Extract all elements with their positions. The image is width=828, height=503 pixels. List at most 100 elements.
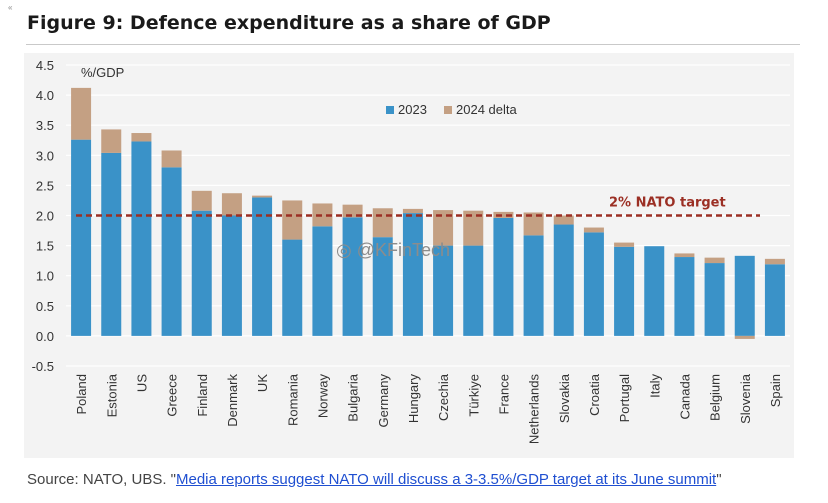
bar-2024-delta-1 [101,129,122,153]
bar-2023-3 [161,167,182,336]
bar-2023-14 [493,217,514,336]
x-category-label: Romania [285,373,300,426]
bar-2023-21 [704,263,725,336]
weibo-icon: ◎ [336,240,352,260]
bar-2023-8 [312,226,333,336]
bar-2023-17 [583,232,604,336]
bar-2024-delta-7 [282,200,303,240]
figure-title: Figure 9: Defence expenditure as a share… [27,12,551,34]
source-note: Source: NATO, UBS. "Media reports sugges… [27,471,722,488]
y-tick-label: 2.5 [36,178,54,193]
bar-2024-delta-11 [402,208,423,214]
bar-2024-delta-0 [71,87,92,140]
bar-2023-12 [433,245,454,336]
y-tick-label: -0.5 [32,359,54,374]
bar-2024-delta-3 [161,150,182,168]
watermark: ◎ @KFinTech [336,240,450,261]
x-category-label: US [134,374,149,392]
bar-2024-delta-10 [372,208,393,238]
bar-2023-18 [614,246,635,336]
bar-2024-delta-9 [342,204,363,218]
bar-2023-20 [674,257,695,336]
bar-2023-15 [523,235,544,336]
bar-2023-7 [282,239,303,336]
x-category-label: Finland [195,374,210,417]
y-tick-label: 0.0 [36,329,54,344]
x-category-label: Belgium [708,374,723,421]
bar-2024-delta-8 [312,203,333,227]
bar-2023-23 [764,264,785,336]
bar-2023-0 [71,139,92,336]
corner-mark: « [8,3,13,12]
x-category-label: Hungary [406,374,421,424]
bar-2024-delta-13 [463,210,484,246]
bar-2024-delta-14 [493,211,514,218]
x-category-label: Denmark [225,374,240,427]
x-category-label: Slovenia [738,373,753,424]
bar-2023-9 [342,217,363,336]
bar-2024-delta-4 [191,190,212,211]
source-suffix: " [716,471,722,488]
bar-2023-10 [372,237,393,336]
y-tick-label: 1.5 [36,239,54,254]
bar-2024-delta-17 [583,227,604,233]
legend-label-2023: 2023 [398,102,427,117]
x-category-label: Portugal [617,374,632,423]
bar-2024-delta-21 [704,257,725,264]
bar-2024-delta-15 [523,212,544,236]
y-tick-label: 3.0 [36,148,54,163]
bar-2024-delta-2 [131,133,152,142]
y-tick-label: 1.0 [36,269,54,284]
bar-2023-2 [131,141,152,336]
x-category-label: Netherlands [527,374,542,445]
x-category-label: Spain [768,374,783,407]
x-category-label: Canada [677,373,692,419]
bar-2023-13 [463,245,484,336]
x-category-label: Estonia [104,373,119,417]
bar-2023-22 [734,255,755,336]
title-divider [26,44,800,45]
legend-label-2024-delta: 2024 delta [456,102,517,117]
bar-2024-delta-6 [252,195,273,198]
y-tick-label: 4.0 [36,88,54,103]
legend-swatch-2023 [386,106,394,114]
bar-2023-19 [644,246,665,336]
x-category-label: Poland [74,374,89,414]
legend-swatch-2024-delta [444,106,452,114]
x-category-label: Norway [315,374,330,419]
x-category-label: Slovakia [557,373,572,423]
bar-2024-delta-18 [614,242,635,247]
bar-2024-delta-20 [674,253,695,258]
x-category-label: Italy [647,374,662,398]
bar-2023-1 [101,152,122,336]
target-line-label: 2% NATO target [609,196,726,211]
bar-2024-delta-12 [433,210,454,246]
x-category-label: Bulgaria [346,373,361,421]
x-category-label: Türkiye [466,374,481,417]
y-axis-label: %/GDP [81,65,124,80]
bar-2023-11 [402,213,423,336]
y-tick-label: 3.5 [36,118,54,133]
bar-chart: -0.5 0.0 0.5 1.0 1.5 2.0 2.5 3.0 3.5 4.0 4.5 %/GDP P… [32,58,790,445]
y-tick-label: 4.5 [36,58,54,73]
x-category-label: UK [255,374,270,392]
x-category-label: Czechia [436,373,451,421]
bar-2024-delta-22 [734,335,755,339]
bar-2023-6 [252,197,273,336]
watermark-text: @KFinTech [356,240,451,260]
y-tick-label: 0.5 [36,299,54,314]
source-link[interactable]: Media reports suggest NATO will discuss … [175,471,717,488]
x-category-label: France [496,374,511,414]
bar-2024-delta-23 [764,258,785,265]
x-category-label: Greece [165,374,180,417]
bar-2024-delta-5 [221,193,242,216]
bar-2023-5 [221,215,242,336]
chart-frame: -0.5 0.0 0.5 1.0 1.5 2.0 2.5 3.0 3.5 4.0 4.5 %/GDP P… [24,53,794,458]
bar-2023-16 [553,224,574,336]
bar-2024-delta-16 [553,215,574,225]
source-prefix: Source: NATO, UBS. " [27,471,176,488]
x-category-label: Croatia [587,373,602,416]
x-category-label: Germany [376,374,391,428]
bar-2023-4 [191,210,212,336]
y-tick-label: 2.0 [36,209,54,224]
